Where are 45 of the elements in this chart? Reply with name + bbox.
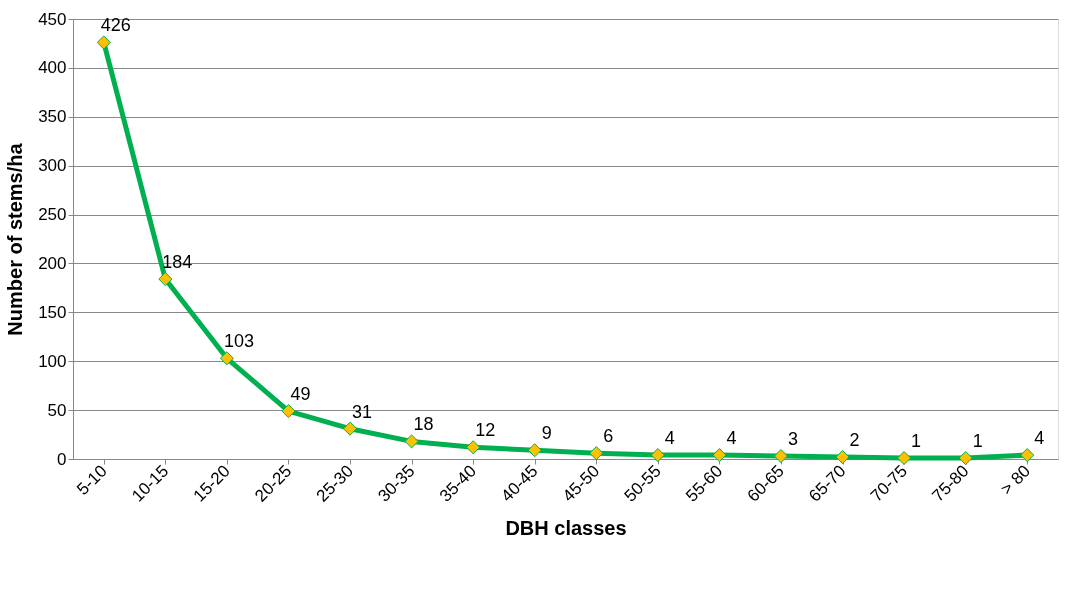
point [897,451,912,466]
y-tick-label: 0 [57,449,67,469]
data-label: 4 [1034,428,1045,449]
data-label: 9 [541,423,552,444]
point [1020,448,1035,463]
data-label: 12 [475,420,496,441]
data-label: 184 [162,252,193,273]
point [712,448,727,463]
data-label: 4 [726,428,737,449]
y-tick-label: 400 [38,58,67,78]
data-label: 103 [223,331,254,352]
y-tick-label: 350 [38,107,67,127]
data-label: 1 [911,431,922,452]
y-axis-title: Number of stems/ha [4,142,27,336]
y-tick-label: 450 [38,9,67,29]
point [466,440,481,455]
data-label: 426 [100,15,131,36]
data-label: 3 [787,429,798,450]
data-label: 1 [972,431,983,452]
point [773,449,788,464]
data-label: 49 [290,384,311,405]
y-tick-label: 200 [38,253,67,273]
point [958,451,973,466]
point [281,404,296,419]
point [158,272,173,287]
data-label: 18 [413,414,434,435]
point [96,35,111,50]
data-label: 6 [603,426,614,447]
data-label: 4 [664,428,675,449]
y-tick-label: 150 [38,302,67,322]
y-tick-label: 100 [38,351,67,371]
y-tick-label: 50 [47,400,67,420]
x-axis-title: DBH classes [505,516,627,539]
data-label: 31 [352,401,373,422]
point [404,434,419,449]
point [589,446,604,461]
y-tick-label: 300 [38,156,67,176]
point [219,351,234,366]
data-label: 2 [849,430,860,451]
point [527,443,542,458]
point [343,421,358,436]
x-tick-label: > 80 [996,461,1035,499]
point [650,448,665,463]
y-tick-label: 250 [38,205,67,225]
point [835,450,850,465]
